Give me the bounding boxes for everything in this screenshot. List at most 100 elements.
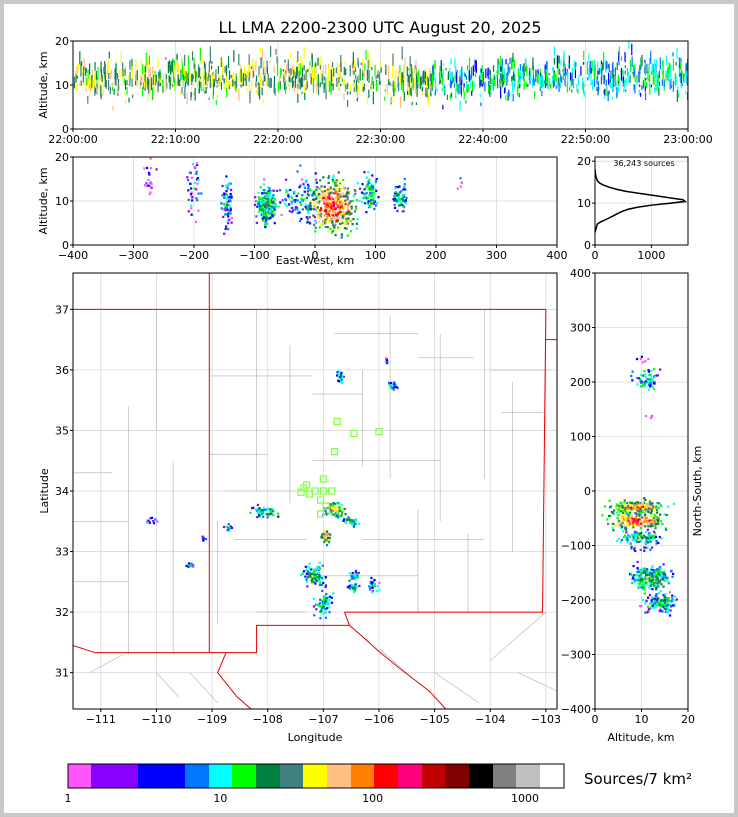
- source-point: [317, 201, 321, 204]
- source-streak: [340, 75, 342, 79]
- source-streak: [157, 77, 159, 82]
- source-point: [260, 196, 263, 199]
- source-point: [316, 213, 319, 217]
- source-streak: [165, 57, 167, 60]
- source-streak: [558, 55, 560, 64]
- time-height-xtick-label: 23:00:00: [663, 133, 712, 146]
- source-streak: [434, 86, 437, 94]
- source-streak: [211, 61, 213, 64]
- source-streak: [209, 53, 212, 64]
- source-point: [316, 577, 319, 581]
- source-point: [348, 210, 352, 213]
- source-point: [629, 500, 632, 504]
- source-point: [639, 526, 642, 530]
- source-streak: [380, 61, 382, 72]
- source-point: [308, 216, 311, 219]
- source-streak: [304, 92, 306, 100]
- source-point: [365, 211, 368, 214]
- source-point: [634, 577, 638, 581]
- source-point: [392, 388, 395, 391]
- source-streak: [644, 77, 646, 87]
- source-point: [349, 584, 352, 587]
- source-point: [374, 180, 378, 183]
- tick-labels-layer: 22:00:00 22:10:00 22:20:00 22:30:00 22:40:00…: [48, 35, 712, 726]
- source-point: [336, 226, 340, 229]
- source-point: [356, 182, 359, 185]
- source-streak: [645, 82, 648, 88]
- source-point: [274, 202, 277, 205]
- source-point: [627, 513, 630, 516]
- source-point: [393, 383, 396, 386]
- source-streak: [650, 50, 652, 64]
- source-point: [624, 528, 628, 531]
- source-streak: [661, 79, 663, 86]
- source-streak: [605, 60, 607, 73]
- source-streak: [641, 85, 643, 90]
- source-streak: [101, 74, 103, 83]
- source-streak: [262, 99, 264, 105]
- source-point: [224, 213, 227, 216]
- source-streak: [613, 76, 615, 84]
- source-point: [318, 604, 321, 607]
- source-streak: [244, 73, 246, 77]
- source-streak: [646, 63, 648, 74]
- source-point: [400, 197, 403, 201]
- source-point: [639, 507, 642, 510]
- source-streak: [403, 64, 405, 74]
- source-point: [658, 598, 661, 601]
- height-ns-ytick-label: 200: [570, 376, 591, 389]
- source-streak: [233, 50, 235, 63]
- source-point: [227, 200, 230, 203]
- source-streak: [213, 79, 215, 86]
- source-point: [628, 511, 632, 514]
- source-point: [397, 197, 401, 200]
- source-streak: [205, 86, 207, 94]
- source-point: [388, 382, 391, 385]
- county-boundary: [434, 672, 480, 704]
- source-streak: [102, 85, 104, 96]
- source-point: [647, 534, 650, 537]
- source-point: [343, 227, 346, 230]
- source-point: [321, 589, 324, 593]
- source-point: [335, 202, 338, 205]
- source-point: [257, 509, 260, 513]
- time-height-xtick-label: 22:40:00: [458, 133, 507, 146]
- source-point: [307, 211, 310, 215]
- source-streak: [632, 72, 634, 75]
- source-point: [196, 199, 199, 202]
- source-point: [659, 567, 662, 570]
- source-point: [386, 360, 389, 363]
- source-point: [227, 222, 230, 225]
- source-streak: [399, 96, 402, 109]
- source-streak: [299, 63, 301, 76]
- time-height-sources: [73, 41, 688, 111]
- source-streak: [531, 78, 533, 88]
- source-streak: [505, 95, 507, 100]
- altitude-histogram-xtick-label: 0: [592, 249, 599, 262]
- source-point: [347, 210, 350, 213]
- source-point: [323, 534, 326, 537]
- source-streak: [336, 81, 338, 88]
- source-streak: [179, 79, 181, 87]
- source-streak: [652, 71, 654, 85]
- source-streak: [411, 82, 413, 89]
- source-streak: [255, 60, 257, 72]
- source-point: [659, 513, 662, 516]
- source-streak: [423, 70, 425, 82]
- source-point: [345, 521, 348, 525]
- source-point: [346, 187, 350, 190]
- source-streak: [602, 75, 605, 84]
- source-point: [221, 194, 224, 197]
- source-point: [267, 193, 270, 196]
- source-streak: [174, 84, 176, 90]
- county-boundary: [89, 654, 124, 673]
- source-point: [335, 217, 338, 220]
- data-layer: [73, 41, 688, 620]
- state-boundary: [73, 644, 210, 654]
- source-point: [223, 196, 226, 199]
- source-point: [186, 176, 189, 179]
- source-point: [328, 214, 332, 217]
- source-streak: [352, 64, 354, 69]
- source-point: [331, 214, 334, 217]
- source-streak: [549, 83, 552, 89]
